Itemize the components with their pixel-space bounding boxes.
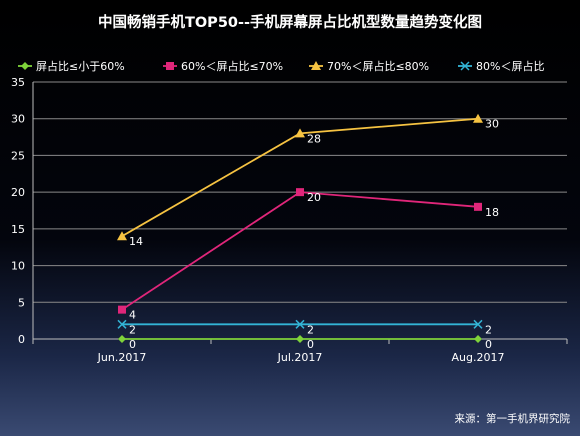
data-label: 30 [485, 118, 499, 131]
data-label: 0 [129, 338, 136, 351]
legend-item: 80%＜屏占比 [458, 59, 544, 73]
legend-label: 屏占比≤小于60% [36, 59, 125, 73]
legend-label: 60%＜屏占比≤70% [181, 59, 283, 73]
x-tick-label: Jun.2017 [97, 351, 147, 364]
data-label: 28 [307, 132, 321, 145]
legend-item: 60%＜屏占比≤70% [163, 59, 283, 73]
data-point [296, 188, 304, 197]
legend-marker [21, 62, 29, 70]
data-point [473, 319, 483, 329]
y-tick-label: 20 [11, 186, 25, 199]
data-point [118, 305, 126, 314]
legend-marker [460, 61, 470, 71]
legend-item: 70%＜屏占比≤80% [309, 59, 429, 73]
data-point [296, 335, 304, 343]
data-label: 2 [129, 323, 136, 336]
data-label: 18 [485, 206, 499, 219]
series-1: 0 0 0 [118, 335, 492, 351]
series-4: 2 2 2 [117, 319, 492, 336]
legend-marker [166, 62, 174, 70]
data-point [295, 128, 305, 138]
chart-legend: 屏占比≤小于60% 60%＜屏占比≤70% 70%＜屏占比≤80% 80%＜屏占比 [18, 59, 544, 73]
y-tick-label: 25 [11, 149, 25, 162]
y-tick-label: 0 [18, 333, 25, 346]
series-3: 14 28 30 [117, 113, 499, 248]
data-label: 20 [307, 191, 321, 204]
y-tick-label: 5 [18, 296, 25, 309]
data-point [473, 113, 483, 123]
data-point [118, 335, 126, 343]
data-label: 4 [129, 309, 136, 322]
series-group: 0 0 0 4 20 18 14 28 30 2 2 2 [117, 113, 499, 351]
y-tick-label: 10 [11, 260, 25, 273]
source-note: 来源：第一手机界研究院 [455, 412, 571, 425]
data-point [117, 231, 127, 241]
legend-label: 70%＜屏占比≤80% [327, 59, 429, 73]
data-point [117, 319, 127, 329]
legend-item: 屏占比≤小于60% [18, 59, 125, 73]
legend-marker [311, 61, 321, 70]
data-label: 0 [307, 338, 314, 351]
data-point [474, 335, 482, 343]
x-tick-label: Jul.2017 [277, 351, 323, 364]
data-label: 2 [485, 323, 492, 336]
data-label: 14 [129, 235, 143, 248]
data-label: 2 [307, 323, 314, 336]
y-tick-label: 15 [11, 223, 25, 236]
series-line [121, 191, 479, 311]
chart-title: 中国畅销手机TOP50--手机屏幕屏占比机型数量趋势变化图 [98, 13, 482, 31]
y-tick-label: 35 [11, 76, 25, 89]
data-label: 0 [485, 338, 492, 351]
data-point [295, 319, 305, 329]
data-point [474, 202, 482, 211]
legend-label: 80%＜屏占比 [476, 59, 544, 73]
x-tick-label: Aug.2017 [452, 351, 505, 364]
series-2: 4 20 18 [118, 188, 499, 322]
y-tick-label: 30 [11, 113, 25, 126]
